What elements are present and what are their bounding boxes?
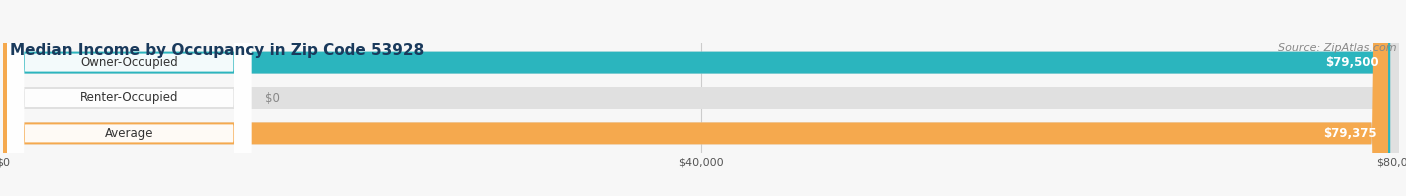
Text: $79,375: $79,375	[1323, 127, 1376, 140]
Text: $79,500: $79,500	[1326, 56, 1379, 69]
FancyBboxPatch shape	[7, 0, 252, 196]
FancyBboxPatch shape	[3, 0, 1399, 196]
Text: Average: Average	[105, 127, 153, 140]
FancyBboxPatch shape	[3, 0, 1391, 196]
FancyBboxPatch shape	[3, 0, 1388, 196]
FancyBboxPatch shape	[3, 0, 1399, 196]
Text: Renter-Occupied: Renter-Occupied	[80, 92, 179, 104]
Text: Median Income by Occupancy in Zip Code 53928: Median Income by Occupancy in Zip Code 5…	[10, 43, 425, 58]
FancyBboxPatch shape	[7, 0, 252, 196]
Text: $0: $0	[266, 92, 280, 104]
FancyBboxPatch shape	[7, 0, 252, 196]
Text: Owner-Occupied: Owner-Occupied	[80, 56, 179, 69]
FancyBboxPatch shape	[3, 0, 1399, 196]
Text: Source: ZipAtlas.com: Source: ZipAtlas.com	[1278, 43, 1396, 53]
